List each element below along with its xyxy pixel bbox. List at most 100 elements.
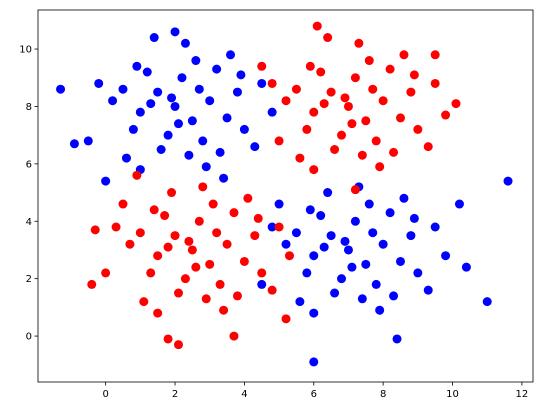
point [101,176,111,186]
point [267,285,277,295]
point [319,242,329,252]
point [309,308,319,318]
point [135,228,145,238]
point [170,101,180,111]
point [201,294,211,304]
point [274,136,284,146]
point [441,110,451,120]
x-tick-label: 12 [516,389,529,400]
y-tick-label: 0 [26,332,32,343]
point [305,61,315,71]
point [160,211,170,221]
point [364,199,374,209]
point [316,67,326,77]
point [191,262,201,272]
point [229,331,239,341]
point [205,96,215,106]
point [281,314,291,324]
point [219,305,229,315]
y-tick-label: 4 [26,217,32,228]
point [253,213,263,223]
point [180,38,190,48]
point [121,153,131,163]
point [409,213,419,223]
point [337,130,347,140]
point [330,288,340,298]
point [163,334,173,344]
point [153,251,163,261]
point [461,262,471,272]
point [239,124,249,134]
point [406,87,416,97]
point [198,136,208,146]
x-tick-label: 10 [446,389,459,400]
x-tick-label: 0 [102,389,108,400]
point [132,61,142,71]
point [399,50,409,60]
point [212,64,222,74]
point [354,38,364,48]
point [406,231,416,241]
point [430,78,440,88]
point [451,99,461,109]
point [503,176,513,186]
point [267,78,277,88]
point [350,216,360,226]
point [430,222,440,232]
point [330,145,340,154]
point [343,245,353,255]
point [87,279,97,289]
point [132,170,142,180]
point [167,93,177,103]
point [371,279,381,289]
point [395,113,405,123]
point [309,165,319,175]
point [357,294,367,304]
plot-frame [37,9,534,383]
point [423,285,433,295]
point [323,33,333,43]
point [232,87,242,97]
point [184,236,194,246]
point [163,242,173,252]
point [319,99,329,109]
point [184,150,194,160]
point [222,239,232,249]
x-tick-label: 6 [311,389,317,400]
point [153,308,163,318]
point [205,259,215,269]
point [191,56,201,66]
point [375,162,385,172]
point [187,116,197,126]
point [316,211,326,221]
y-tick-label: 2 [26,274,32,285]
point [146,99,156,109]
point [215,147,225,157]
y-tick-label: 10 [19,45,32,56]
point [347,119,357,129]
point [232,291,242,301]
point [274,199,284,209]
point [309,251,319,261]
point [305,205,315,215]
x-tick-label: 2 [172,389,178,400]
point [170,27,180,37]
point [101,268,111,278]
point [375,305,385,315]
point [326,87,336,97]
point [156,145,166,154]
point [347,262,357,272]
point [441,251,451,261]
point [340,93,350,103]
point [226,50,236,60]
point [378,239,388,249]
point [326,231,336,241]
point [409,70,419,80]
point [239,256,249,266]
point [194,216,204,226]
point [395,256,405,266]
point [173,340,183,350]
x-tick-label: 8 [380,389,386,400]
point [56,84,66,94]
